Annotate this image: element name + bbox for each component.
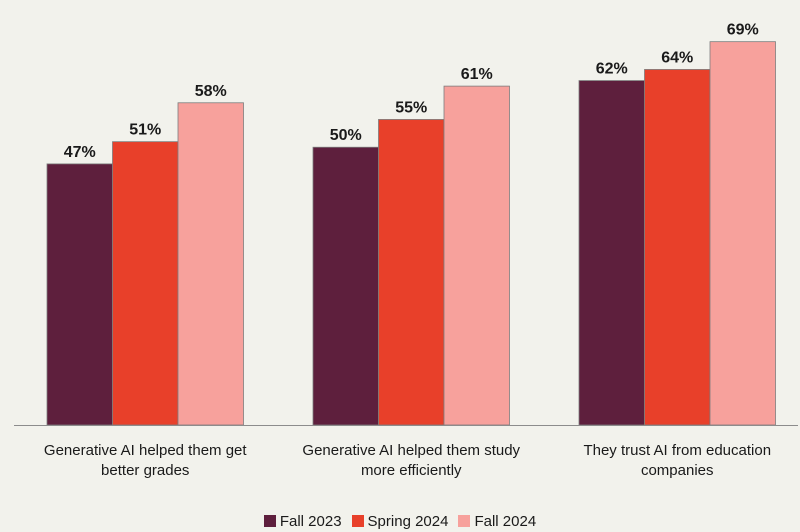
- legend-swatch: [458, 515, 471, 527]
- bar-value-label: 50%: [330, 127, 362, 144]
- category-label: Generative AI helped them study more effi…: [302, 442, 520, 479]
- category-label-line: companies: [641, 462, 714, 479]
- category-label: Generative AI helped them get better grad…: [44, 442, 247, 479]
- category-label-line: better grades: [101, 462, 189, 479]
- legend-item-spring-2024: Spring 2024: [351, 512, 449, 530]
- legend: Fall 2023 Spring 2024 Fall 2024: [0, 511, 800, 531]
- bar-value-label: 55%: [395, 99, 427, 116]
- bar-1-fall-2023: [46, 163, 113, 426]
- legend-label: Fall 2024: [474, 512, 537, 530]
- category-label-line: Generative AI helped them study: [302, 442, 520, 459]
- bar-3-fall-2023: [578, 80, 645, 426]
- bar-1-fall-2024: [177, 102, 244, 426]
- bar-2-fall-2023: [312, 146, 379, 426]
- legend-swatch: [263, 515, 276, 527]
- bar-value-label: 64%: [661, 49, 693, 66]
- category-labels-group: Generative AI helped them get better grad…: [44, 442, 771, 479]
- category-label-line: They trust AI from education: [583, 442, 771, 459]
- bar-2-spring-2024: [378, 119, 445, 426]
- legend-label: Spring 2024: [367, 512, 449, 530]
- category-label: They trust AI from education companies: [583, 442, 771, 479]
- value-labels-group: 47% 51% 58% 50% 55% 61% 62% 64% 69%: [64, 22, 759, 161]
- bar-value-label: 58%: [195, 83, 227, 100]
- bar-1-spring-2024: [112, 141, 179, 426]
- bar-value-label: 69%: [727, 22, 759, 39]
- category-label-line: Generative AI helped them get: [44, 442, 247, 459]
- legend-item-fall-2023: Fall 2023: [263, 512, 342, 530]
- bar-2-fall-2024: [443, 85, 510, 426]
- bar-3-spring-2024: [644, 69, 711, 426]
- legend-item-fall-2024: Fall 2024: [458, 513, 536, 530]
- bars-group: [46, 41, 776, 426]
- bar-value-label: 47%: [64, 144, 96, 161]
- legend-label: Fall 2023: [279, 512, 342, 530]
- legend-swatch: [351, 515, 364, 527]
- bar-value-label: 62%: [596, 61, 628, 78]
- bar-3-fall-2024: [709, 41, 776, 426]
- bar-value-label: 61%: [461, 66, 493, 83]
- category-label-line: more efficiently: [361, 462, 462, 479]
- bar-value-label: 51%: [129, 122, 161, 139]
